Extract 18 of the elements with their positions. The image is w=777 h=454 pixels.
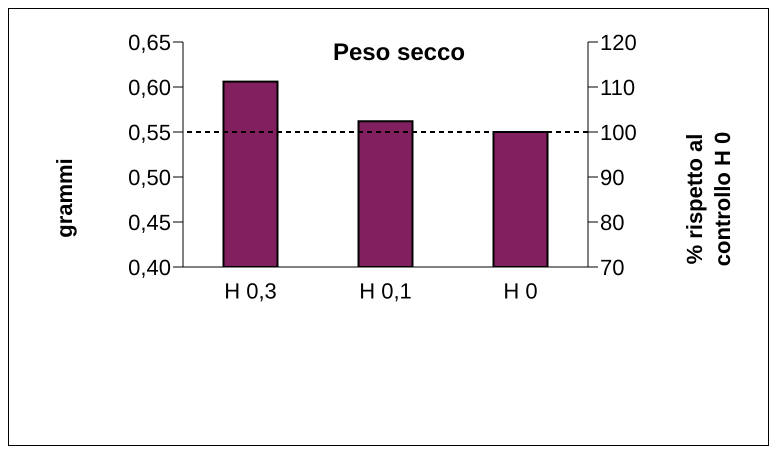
y-tick-label: 0,55 xyxy=(128,120,171,145)
x-tick-label: H 0,1 xyxy=(359,278,412,304)
y-tick-label: 0,65 xyxy=(128,30,171,55)
y-tick-label: 0,60 xyxy=(128,74,171,100)
y2-axis-title: % rispetto al controllo H 0 xyxy=(681,130,736,268)
y-tick-label: 0,40 xyxy=(128,254,171,280)
y2-tick-label: 70 xyxy=(600,254,624,280)
x-tick-label: H 0 xyxy=(503,278,538,304)
chart-title: Peso secco xyxy=(332,39,466,67)
y2-tick-label: 80 xyxy=(600,210,624,235)
x-tick-label: H 0,3 xyxy=(224,278,277,304)
y-tick-label: 0,50 xyxy=(128,164,171,190)
y-tick-label: 0,45 xyxy=(128,210,171,235)
y-axis-title: grammi xyxy=(52,157,78,240)
y2-tick-label: 120 xyxy=(600,30,637,55)
y2-tick-label: 100 xyxy=(600,120,637,145)
y2-tick-label: 90 xyxy=(600,164,624,190)
y2-tick-label: 110 xyxy=(600,74,636,100)
